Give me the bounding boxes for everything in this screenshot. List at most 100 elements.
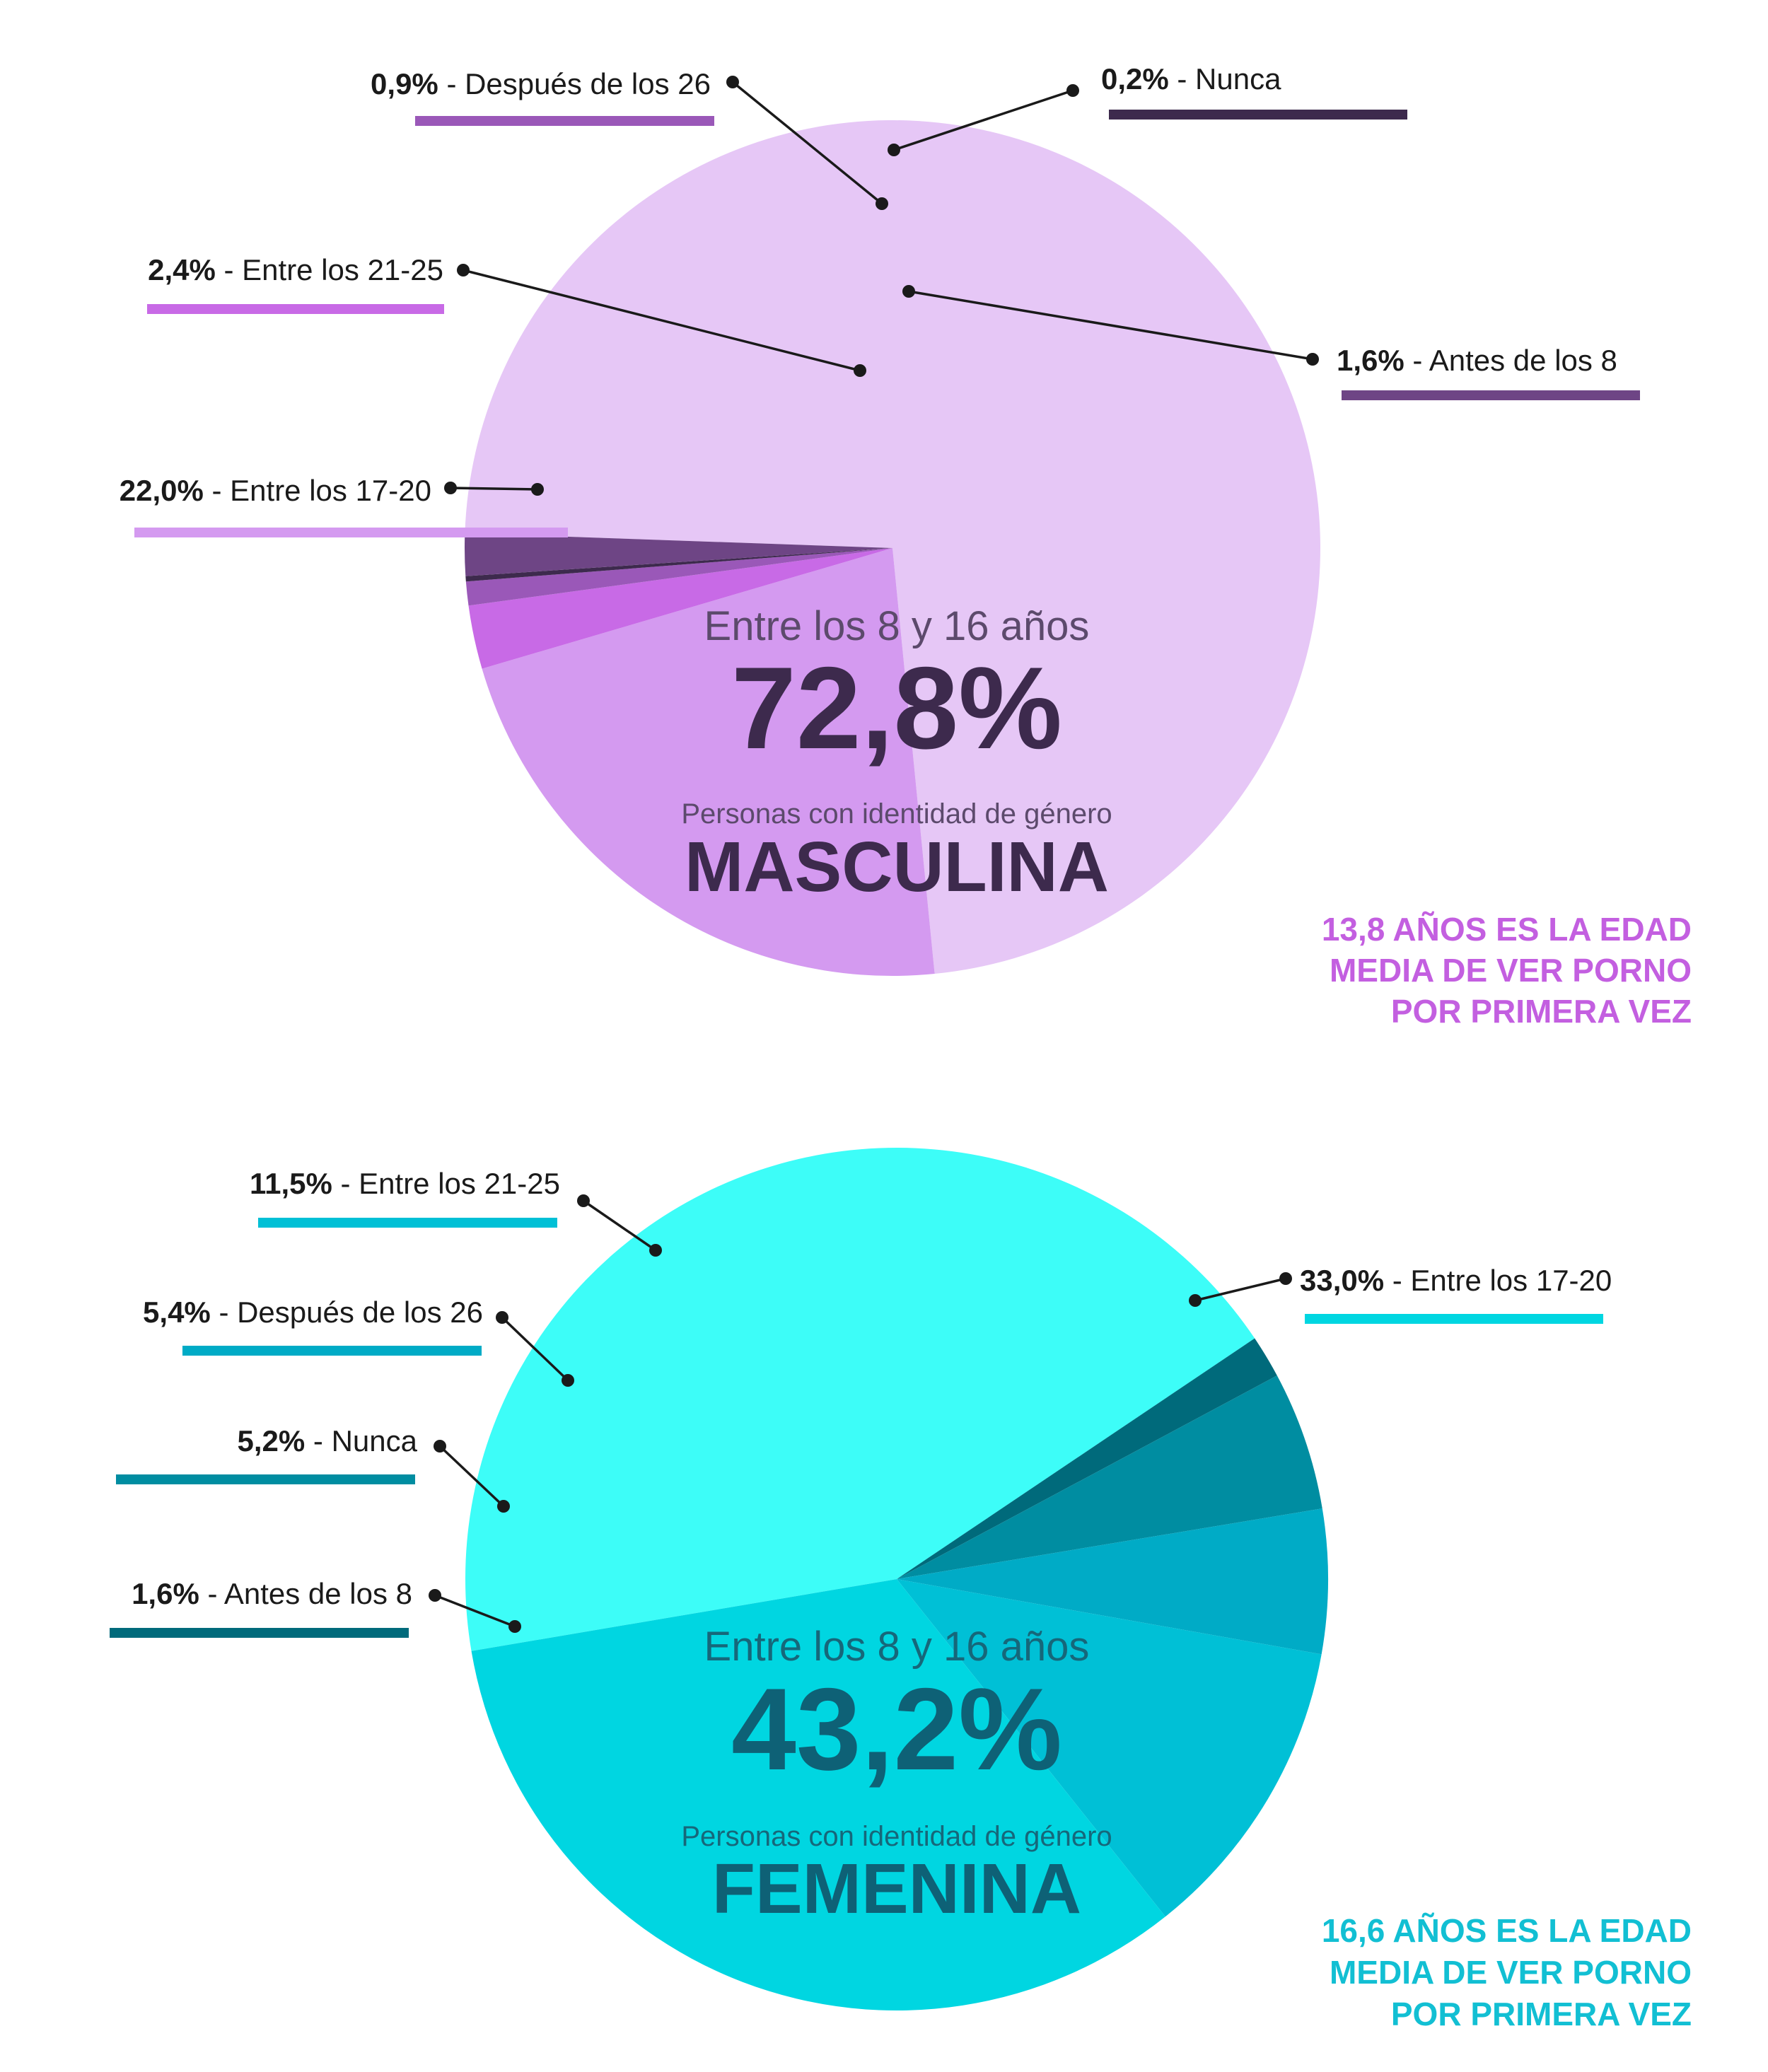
leader-dot [876,197,888,210]
pie-chart-femenina: 1,6% - Antes de los 8 5,2% - Nunca 5,4% - … [110,1147,1692,2032]
pie-slice-nunca [897,1375,1322,1579]
leader-dot [1306,353,1319,366]
leader-dot [854,364,866,377]
callout-underline [1342,390,1640,400]
chart-title: FEMENINA [712,1849,1081,1928]
callout-underline [182,1346,482,1356]
leader-line [434,1594,516,1628]
slice-value: 22,0% [120,474,204,507]
callout-entre-los-17-20: 22,0% - Entre los 17-20 [120,474,568,537]
slice-name: - Entre los 21-25 [216,253,443,286]
slice-label: 33,0% - Entre los 17-20 [1300,1264,1612,1297]
pie-slice-entre-los-8-y-16-anos [465,1147,1255,1651]
slice-name: - Nunca [305,1424,417,1457]
average-age-note: 13,8 AÑOS ES LA EDAD MEDIA DE VER PORNO PO… [1322,911,1692,1030]
pie-slice-antes-de-los-8 [465,532,892,576]
pie-slice-despues-de-los-26 [465,548,892,606]
slice-name: - Antes de los 8 [1404,344,1617,377]
slice-label: 11,5% - Entre los 21-25 [250,1167,560,1200]
callout-antes-de-los-8: 1,6% - Antes de los 8 [110,1577,521,1638]
slice-label: 5,2% - Nunca [238,1424,418,1457]
slice-label: 0,2% - Nunca [1101,62,1281,95]
callout-antes-de-los-8: 1,6% - Antes de los 8 [902,285,1640,400]
slice-value: 0,9% [371,67,438,100]
callout-underline [1109,110,1407,120]
callout-underline [415,116,714,126]
slice-value: 0,2% [1101,62,1169,95]
leader-dot [888,144,900,156]
callout-underline [116,1474,415,1484]
callout-entre-los-21-25: 11,5% - Entre los 21-25 [250,1167,662,1257]
pie-slice-antes-de-los-8 [897,1338,1277,1579]
chart-title: MASCULINA [685,827,1109,907]
slice-value: 1,6% [132,1577,199,1610]
callout-underline [147,304,444,314]
pie-slice-nunca [465,548,892,582]
highlight-value: 72,8% [731,643,1062,773]
leader-dot [1189,1294,1202,1307]
slice-name: - Antes de los 8 [199,1577,412,1610]
leader-dot [1279,1272,1292,1285]
slice-name: - Entre los 17-20 [1384,1264,1612,1297]
leader-line [893,89,1074,151]
callout-underline [134,528,568,537]
note-line: MEDIA DE VER PORNO [1330,952,1692,989]
note-line: POR PRIMERA VEZ [1391,1996,1692,2032]
slice-label: 5,4% - Después de los 26 [143,1296,483,1329]
pie-slice-entre-los-8-y-16-anos [465,120,1321,974]
slice-name: - Entre los 21-25 [332,1167,560,1200]
leader-dot [577,1194,590,1207]
leader-line [1194,1277,1286,1302]
leader-dot [1066,84,1079,97]
chart-subtitle: Personas con identidad de género [681,798,1112,830]
leader-dot [726,76,739,88]
highlight-label: Entre los 8 y 16 años [704,1624,1090,1670]
note-line: 16,6 AÑOS ES LA EDAD [1322,1912,1692,1949]
pie-slice-entre-los-17-20 [482,548,935,976]
callout-despues-de-los-26: 5,4% - Después de los 26 [143,1296,574,1387]
leader-dot [531,483,544,496]
leader-dot [457,264,470,277]
pie-slice-despues-de-los-26 [897,1508,1328,1655]
note-line: POR PRIMERA VEZ [1391,993,1692,1030]
callout-underline [1305,1314,1603,1324]
callout-entre-los-21-25: 2,4% - Entre los 21-25 [147,253,866,377]
slice-value: 1,6% [1337,344,1404,377]
slice-value: 33,0% [1300,1264,1384,1297]
pie-chart-masculina: 22,0% - Entre los 17-20 2,4% - Entre los … [120,62,1692,1030]
leader-line [463,269,861,372]
leader-dot [497,1500,510,1513]
average-age-note: 16,6 AÑOS ES LA EDAD MEDIA DE VER PORNO PO… [1322,1912,1692,2032]
slice-name: - Entre los 17-20 [204,474,431,507]
slice-label: 1,6% - Antes de los 8 [132,1577,412,1610]
leader-line [731,81,883,205]
callout-underline [110,1628,409,1638]
leader-line [583,1199,656,1252]
note-line: MEDIA DE VER PORNO [1330,1954,1692,1991]
leader-dot [562,1374,574,1387]
highlight-label: Entre los 8 y 16 años [704,603,1090,649]
slice-label: 0,9% - Después de los 26 [371,67,711,100]
highlight-value: 43,2% [731,1664,1062,1794]
leader-line [908,290,1313,361]
callout-entre-los-17-20: 33,0% - Entre los 17-20 [1189,1264,1612,1324]
chart-subtitle: Personas con identidad de género [681,1821,1112,1852]
pie-slice-entre-los-17-20 [471,1579,1165,2011]
slice-value: 5,2% [238,1424,306,1457]
slice-value: 2,4% [148,253,216,286]
callout-despues-de-los-26: 0,9% - Después de los 26 [371,67,888,210]
note-line: 13,8 AÑOS ES LA EDAD [1322,911,1692,948]
leader-dot [429,1589,441,1602]
leader-line [450,487,538,491]
leader-dot [508,1620,521,1633]
slice-label: 22,0% - Entre los 17-20 [120,474,431,507]
leader-dot [649,1244,662,1257]
slice-name: - Nunca [1169,62,1281,95]
pie-slice-entre-los-21-25 [897,1579,1322,1917]
leader-dot [496,1311,508,1324]
callout-underline [258,1218,557,1228]
slice-label: 1,6% - Antes de los 8 [1337,344,1617,377]
leader-line [438,1445,505,1508]
